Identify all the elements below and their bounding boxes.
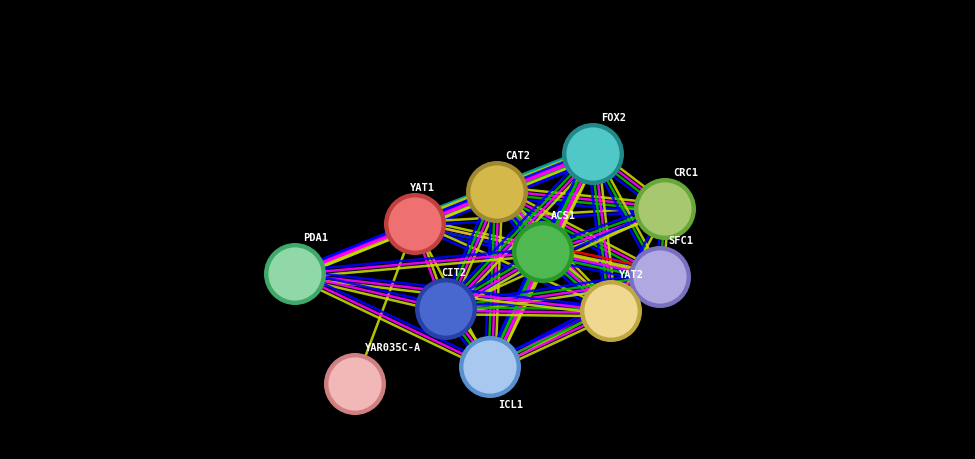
Circle shape: [418, 281, 474, 337]
Circle shape: [629, 246, 691, 308]
Circle shape: [634, 179, 696, 241]
Text: ICL1: ICL1: [498, 399, 523, 409]
Text: SFC1: SFC1: [668, 235, 693, 246]
Text: YAT2: YAT2: [619, 269, 644, 280]
Circle shape: [562, 124, 624, 185]
Text: CRC1: CRC1: [673, 168, 698, 178]
Text: FOX2: FOX2: [601, 113, 626, 123]
Circle shape: [324, 353, 386, 415]
Text: YAT1: YAT1: [410, 183, 435, 193]
Text: PDA1: PDA1: [303, 233, 328, 242]
Text: CIT2: CIT2: [441, 268, 466, 277]
Circle shape: [637, 182, 693, 237]
Circle shape: [264, 243, 326, 305]
Circle shape: [462, 339, 518, 395]
Circle shape: [387, 196, 443, 252]
Circle shape: [469, 165, 525, 220]
Circle shape: [583, 283, 639, 339]
Circle shape: [632, 249, 688, 305]
Circle shape: [466, 162, 528, 224]
Circle shape: [580, 280, 642, 342]
Text: ACS1: ACS1: [551, 211, 576, 220]
Circle shape: [415, 279, 477, 340]
Text: YAR035C-A: YAR035C-A: [365, 342, 421, 352]
Circle shape: [267, 246, 323, 302]
Text: CAT2: CAT2: [505, 151, 530, 161]
Circle shape: [515, 224, 571, 280]
Circle shape: [459, 336, 521, 398]
Circle shape: [384, 194, 446, 256]
Circle shape: [327, 356, 383, 412]
Circle shape: [512, 222, 574, 283]
Circle shape: [565, 127, 621, 183]
